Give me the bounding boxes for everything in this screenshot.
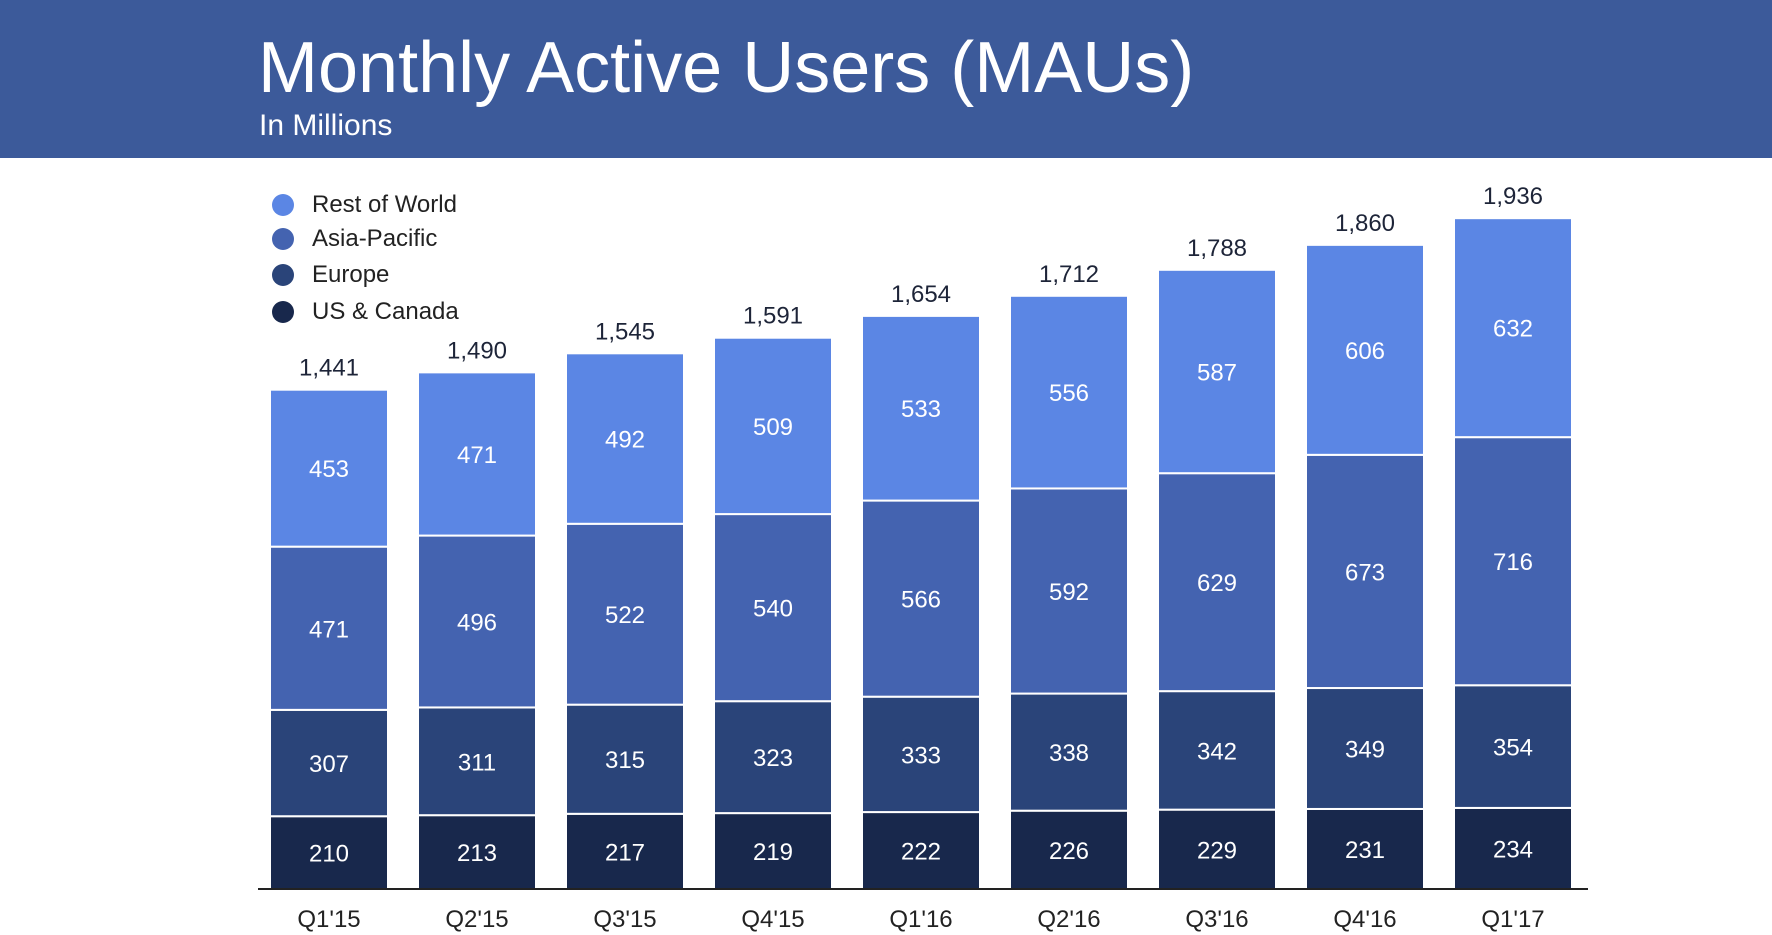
data-label-us-canada-q3-15: 217 bbox=[605, 839, 645, 866]
x-tick-label-q1-16: Q1'16 bbox=[889, 906, 952, 933]
legend-label-rest-of-world: Rest of World bbox=[312, 191, 457, 218]
total-label-q2-16: 1,712 bbox=[1039, 261, 1099, 288]
data-label-us-canada-q1-17: 234 bbox=[1493, 836, 1533, 863]
data-label-us-canada-q2-16: 226 bbox=[1049, 838, 1089, 865]
total-label-q4-16: 1,860 bbox=[1335, 210, 1395, 237]
bar-segment-europe-q2-16 bbox=[1009, 692, 1129, 812]
legend-swatch-europe bbox=[272, 264, 294, 286]
bar-segment-us-canada-q1-16 bbox=[861, 811, 981, 891]
x-tick-label-q4-15: Q4'15 bbox=[741, 906, 804, 933]
data-label-rest-of-world-q3-16: 587 bbox=[1197, 360, 1237, 387]
data-label-us-canada-q4-15: 219 bbox=[753, 839, 793, 866]
total-label-q1-17: 1,936 bbox=[1483, 183, 1543, 210]
x-tick-label-q1-15: Q1'15 bbox=[297, 906, 360, 933]
data-label-rest-of-world-q1-17: 632 bbox=[1493, 316, 1533, 343]
x-tick-label-q4-16: Q4'16 bbox=[1333, 906, 1396, 933]
data-label-asia-pacific-q2-15: 496 bbox=[457, 610, 497, 637]
bar-segment-asia-pacific-q2-15 bbox=[417, 534, 537, 709]
bar-segment-asia-pacific-q1-17 bbox=[1453, 436, 1573, 687]
data-label-europe-q2-15: 311 bbox=[458, 749, 496, 776]
bar-segment-europe-q4-16 bbox=[1305, 687, 1425, 810]
x-tick-label-q1-17: Q1'17 bbox=[1481, 906, 1544, 933]
legend-swatch-asia-pacific bbox=[272, 228, 294, 250]
bar-segment-asia-pacific-q2-16 bbox=[1009, 487, 1129, 695]
data-label-europe-q2-16: 338 bbox=[1049, 740, 1089, 767]
bar-segment-rest-of-world-q2-15 bbox=[417, 371, 537, 537]
bar-segment-asia-pacific-q3-15 bbox=[565, 522, 685, 706]
bar-segment-asia-pacific-q1-16 bbox=[861, 499, 981, 698]
data-label-rest-of-world-q4-16: 606 bbox=[1345, 338, 1385, 365]
bar-segment-rest-of-world-q4-16 bbox=[1305, 243, 1425, 456]
data-label-rest-of-world-q1-15: 453 bbox=[309, 456, 349, 483]
data-label-europe-q1-15: 307 bbox=[309, 751, 349, 778]
data-label-rest-of-world-q2-16: 556 bbox=[1049, 380, 1089, 407]
page-title: Monthly Active Users (MAUs) bbox=[258, 28, 1195, 108]
page-subtitle: In Millions bbox=[259, 109, 393, 142]
data-label-europe-q3-16: 342 bbox=[1197, 738, 1237, 765]
legend-label-europe: Europe bbox=[312, 261, 390, 288]
bar-segment-asia-pacific-q4-15 bbox=[713, 513, 833, 703]
data-label-europe-q4-16: 349 bbox=[1345, 736, 1385, 763]
total-label-q2-15: 1,490 bbox=[447, 337, 507, 364]
data-label-asia-pacific-q4-15: 540 bbox=[753, 596, 793, 623]
x-tick-label-q2-16: Q2'16 bbox=[1037, 906, 1100, 933]
legend-label-us-canada: US & Canada bbox=[312, 298, 459, 325]
bar-segment-asia-pacific-q3-16 bbox=[1157, 472, 1277, 693]
data-label-europe-q1-16: 333 bbox=[901, 742, 941, 769]
bar-segment-rest-of-world-q3-15 bbox=[565, 352, 685, 525]
bar-segment-us-canada-q2-16 bbox=[1009, 809, 1129, 890]
bar-segment-europe-q2-15 bbox=[417, 706, 537, 817]
bar-segment-europe-q4-15 bbox=[713, 700, 833, 815]
data-label-asia-pacific-q2-16: 592 bbox=[1049, 579, 1089, 606]
data-label-europe-q3-15: 315 bbox=[605, 747, 645, 774]
bar-segment-rest-of-world-q3-16 bbox=[1157, 268, 1277, 475]
data-label-rest-of-world-q2-15: 471 bbox=[457, 442, 497, 469]
bar-segment-us-canada-q4-15 bbox=[713, 812, 833, 891]
data-label-rest-of-world-q1-16: 533 bbox=[901, 396, 941, 423]
bar-segment-europe-q1-17 bbox=[1453, 684, 1573, 809]
total-label-q4-15: 1,591 bbox=[743, 303, 803, 330]
x-tick-label-q3-15: Q3'15 bbox=[593, 906, 656, 933]
bar-segment-rest-of-world-q2-16 bbox=[1009, 294, 1129, 490]
bar-segment-rest-of-world-q1-16 bbox=[861, 314, 981, 502]
bar-segment-asia-pacific-q4-16 bbox=[1305, 453, 1425, 690]
data-label-us-canada-q4-16: 231 bbox=[1345, 837, 1385, 864]
banner-divider bbox=[216, 158, 1630, 160]
data-label-europe-q1-17: 354 bbox=[1493, 735, 1533, 762]
data-label-asia-pacific-q3-15: 522 bbox=[605, 602, 645, 629]
bar-segment-us-canada-q4-16 bbox=[1305, 807, 1425, 890]
data-label-us-canada-q1-15: 210 bbox=[309, 841, 349, 868]
bar-segment-rest-of-world-q4-15 bbox=[713, 336, 833, 516]
data-label-asia-pacific-q1-17: 716 bbox=[1493, 549, 1533, 576]
legend-label-asia-pacific: Asia-Pacific bbox=[312, 225, 438, 252]
legend-swatch-rest-of-world bbox=[272, 194, 294, 216]
data-label-rest-of-world-q4-15: 509 bbox=[753, 414, 793, 441]
total-label-q1-16: 1,654 bbox=[891, 281, 951, 308]
bar-segment-europe-q1-16 bbox=[861, 695, 981, 814]
data-label-asia-pacific-q3-16: 629 bbox=[1197, 570, 1237, 597]
x-tick-label-q2-15: Q2'15 bbox=[445, 906, 508, 933]
bar-segment-rest-of-world-q1-15 bbox=[269, 388, 389, 548]
data-label-asia-pacific-q4-16: 673 bbox=[1345, 559, 1385, 586]
x-tick-label-q3-16: Q3'16 bbox=[1185, 906, 1248, 933]
data-label-asia-pacific-q1-16: 566 bbox=[901, 587, 941, 614]
bar-segment-rest-of-world-q1-17 bbox=[1453, 217, 1573, 439]
data-label-asia-pacific-q1-15: 471 bbox=[309, 616, 349, 643]
bar-segment-us-canada-q1-17 bbox=[1453, 806, 1573, 891]
total-label-q3-16: 1,788 bbox=[1187, 235, 1247, 262]
total-label-q1-15: 1,441 bbox=[299, 355, 359, 382]
bar-segment-us-canada-q3-15 bbox=[565, 812, 685, 891]
bar-segment-us-canada-q3-16 bbox=[1157, 808, 1277, 890]
header-banner: Monthly Active Users (MAUs) In Millions bbox=[0, 0, 1772, 158]
data-label-us-canada-q1-16: 222 bbox=[901, 839, 941, 866]
legend-swatch-us-canada bbox=[272, 301, 294, 323]
data-label-us-canada-q2-15: 213 bbox=[457, 840, 497, 867]
total-label-q3-15: 1,545 bbox=[595, 318, 655, 345]
data-label-rest-of-world-q3-15: 492 bbox=[605, 427, 645, 454]
data-label-europe-q4-15: 323 bbox=[753, 745, 793, 772]
data-label-us-canada-q3-16: 229 bbox=[1197, 837, 1237, 864]
bar-segment-europe-q3-16 bbox=[1157, 690, 1277, 811]
